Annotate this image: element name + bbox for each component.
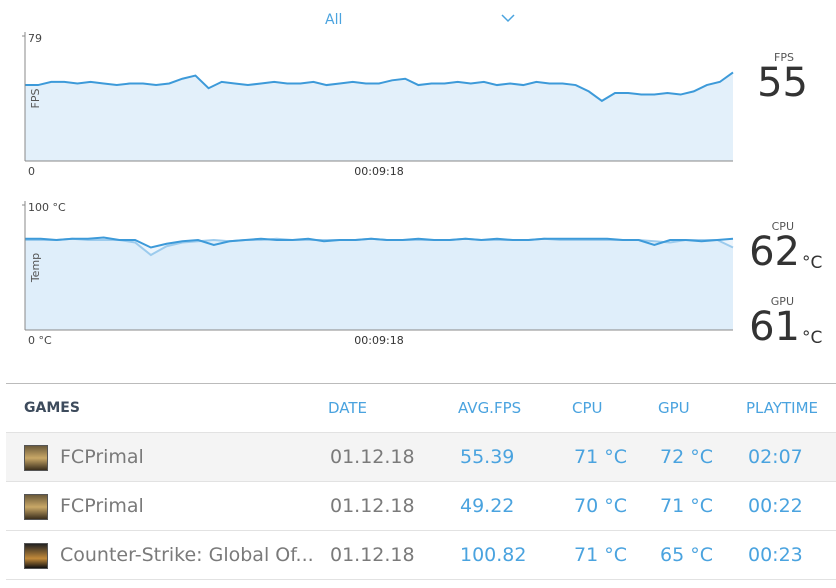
table-cell: Counter-Strike: Global Of... [60, 544, 314, 566]
readout-unit: °C [802, 328, 822, 348]
table-cell: FCPrimal [60, 446, 144, 468]
table-cell: 55.39 [460, 446, 515, 468]
table-cell: 01.12.18 [330, 446, 415, 468]
readout-value: 55 [757, 60, 808, 106]
column-header: GAMES [24, 400, 80, 416]
series-line [25, 236, 734, 249]
column-header: AVG.FPS [458, 399, 522, 417]
area [25, 72, 733, 161]
table-row[interactable]: Counter-Strike: Global Of... 01.12.18 100.… [6, 531, 836, 580]
table-cell: 02:07 [748, 446, 803, 468]
readout-value: 61 [749, 304, 800, 350]
column-header: GPU [658, 399, 690, 417]
x-center-label: 00:09:18 [354, 334, 403, 347]
table-cell: 00:22 [748, 495, 803, 517]
readout-label: GPU [771, 295, 794, 308]
divider [6, 383, 836, 384]
y-tick-label: 100 °C [28, 201, 66, 214]
area [25, 237, 733, 330]
y-tick-label: 79 [28, 32, 42, 45]
game-icon [24, 494, 48, 520]
game-icon [24, 445, 48, 471]
series-line [25, 71, 734, 103]
filter-dropdown[interactable]: All [325, 12, 342, 28]
table-cell: 01.12.18 [330, 544, 415, 566]
table-cell: 01.12.18 [330, 495, 415, 517]
column-header: CPU [572, 399, 603, 417]
x-center-label: 00:09:18 [354, 165, 403, 178]
game-icon [24, 543, 48, 569]
readout-unit: °C [802, 253, 822, 273]
dropdown-chevron[interactable] [501, 14, 515, 23]
readout-label: CPU [772, 220, 794, 233]
table-cell: 72 °C [660, 446, 713, 468]
table-cell: 65 °C [660, 544, 713, 566]
readout-label: FPS [774, 51, 794, 64]
table-cell: 71 °C [574, 446, 627, 468]
table-cell: FCPrimal [60, 495, 144, 517]
y-axis-label: FPS [29, 89, 42, 109]
table-row[interactable]: FCPrimal 01.12.18 49.22 70 °C 71 °C 00:22 [6, 482, 836, 531]
table-cell: 70 °C [574, 495, 627, 517]
y-axis-label: Temp [29, 253, 42, 283]
column-header: PLAYTIME [746, 399, 819, 417]
column-header: DATE [328, 399, 368, 417]
table-cell: 100.82 [460, 544, 527, 566]
table-row[interactable]: FCPrimal 01.12.18 55.39 71 °C 72 °C 02:07 [6, 433, 836, 482]
table-cell: 71 °C [660, 495, 713, 517]
y-tick-label: 0 [28, 165, 35, 178]
table-cell: 71 °C [574, 544, 627, 566]
table-cell: 00:23 [748, 544, 803, 566]
header-row: GAMES DATE AVG.FPS CPU GPU PLAYTIME [6, 384, 836, 433]
y-tick-label: 0 °C [28, 334, 52, 347]
table-cell: 49.22 [460, 495, 515, 517]
readout-value: 62 [749, 229, 800, 275]
